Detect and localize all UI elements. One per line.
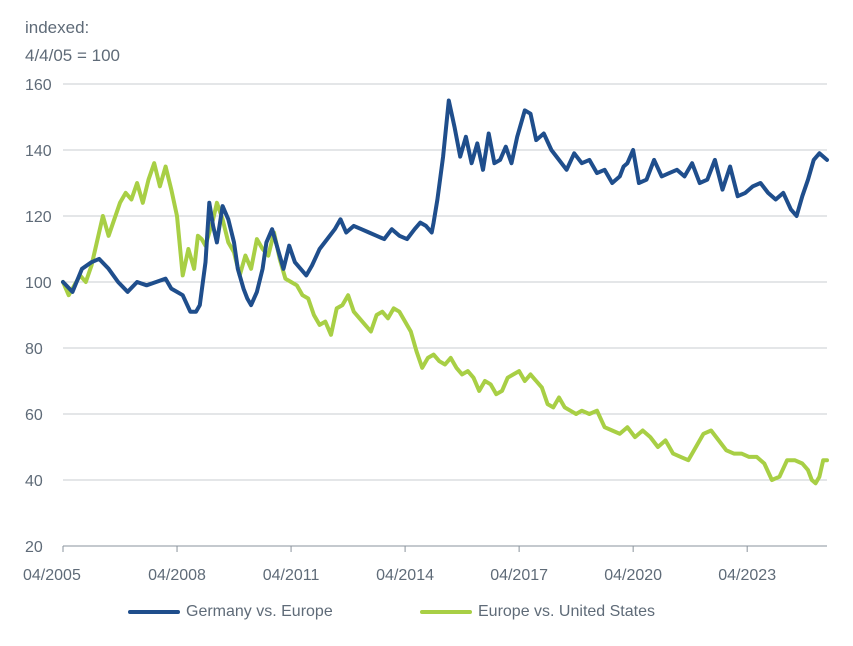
x-tick-label: 04/2011	[263, 567, 320, 584]
y-tick-label: 20	[25, 539, 43, 556]
series-lines	[61, 98, 829, 486]
y-tick-label: 100	[25, 275, 52, 292]
x-tick-label: 04/2020	[604, 567, 662, 584]
x-tick-label: 04/2008	[148, 567, 206, 584]
y-unit-base-label: 4/4/05 = 100	[25, 46, 121, 65]
y-tick-label: 40	[25, 473, 43, 490]
y-unit-label: indexed:	[25, 18, 90, 37]
x-axis: 04/2005 04/2008 04/2011 04/2014 04/2017 04/20…	[23, 545, 827, 584]
legend-swatch-germany	[128, 610, 180, 614]
series-line-europe-vs-us	[61, 161, 829, 486]
x-tick-label: 04/2023	[718, 567, 776, 584]
y-tick-label: 60	[25, 407, 43, 424]
legend-label-germany: Germany vs. Europe	[186, 603, 333, 620]
legend-item-europe-us: Europe vs. United States	[420, 600, 655, 624]
legend-label-europe-us: Europe vs. United States	[478, 603, 655, 620]
legend-item-germany: Germany vs. Europe	[128, 600, 333, 624]
y-tick-label: 80	[25, 341, 43, 358]
y-tick-label: 160	[25, 77, 52, 94]
x-tick-label: 04/2005	[23, 567, 81, 584]
x-tick-label: 04/2017	[490, 567, 548, 584]
y-tick-label: 140	[25, 143, 52, 160]
legend-swatch-europe-us	[420, 610, 472, 614]
y-tick-label: 120	[25, 209, 52, 226]
y-axis-labels: 20 40 60 80 100 120 140 160	[25, 77, 52, 556]
x-tick-label: 04/2014	[376, 567, 434, 584]
series-line-germany-vs-europe	[61, 98, 829, 314]
